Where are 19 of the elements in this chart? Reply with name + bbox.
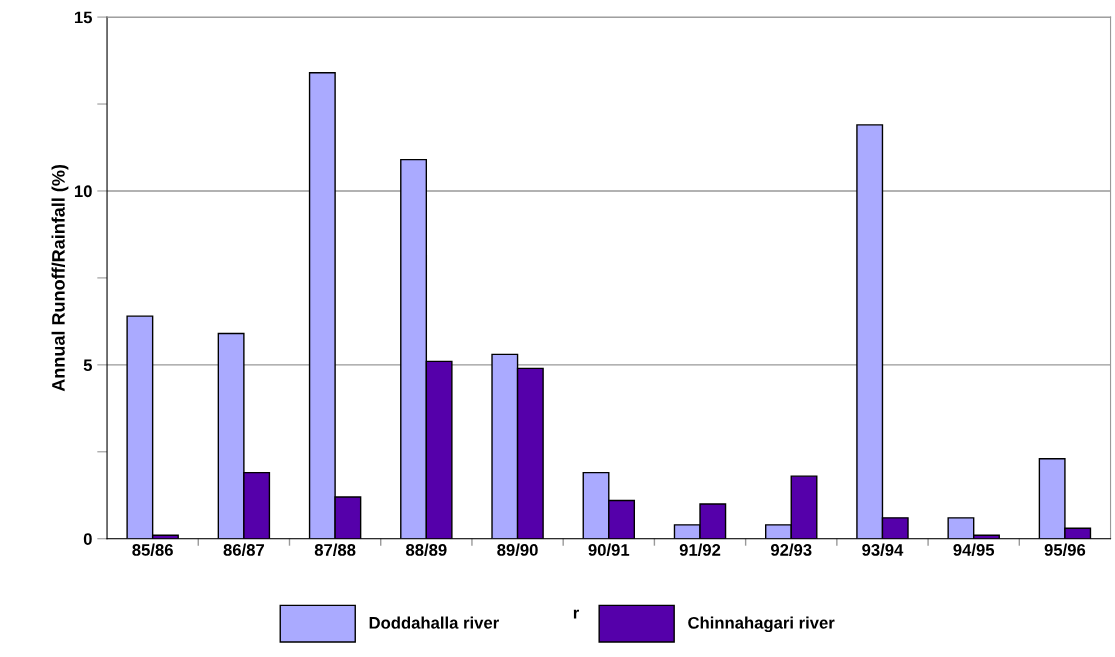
x-tick-label: 89/90 — [497, 543, 538, 557]
x-tick-label: 93/94 — [862, 543, 904, 557]
y-tick-label: 15 — [74, 11, 92, 24]
x-tick-label: 95/96 — [1044, 543, 1086, 557]
y-tick-label: 0 — [83, 533, 92, 545]
legend-label: Doddahalla river — [369, 616, 499, 629]
legend-label: Chinnahagari river — [688, 616, 835, 633]
y-tick-label: 10 — [74, 185, 92, 198]
x-tick-label: 90/91 — [588, 543, 630, 557]
x-tick-label: 92/93 — [770, 543, 812, 557]
x-tick-label: 85/86 — [132, 543, 173, 557]
x-tick-label: 94/95 — [953, 543, 995, 557]
y-axis-title: Annual Runoff/Rainfall (%) — [51, 164, 69, 392]
x-tick-label: 91/92 — [679, 543, 721, 557]
x-tick-label: 86/87 — [223, 543, 264, 557]
x-tick-label: 88/89 — [406, 543, 447, 557]
text: r — [573, 609, 579, 619]
x-tick-label: 87/88 — [314, 543, 356, 557]
y-tick-label: 5 — [83, 359, 92, 372]
